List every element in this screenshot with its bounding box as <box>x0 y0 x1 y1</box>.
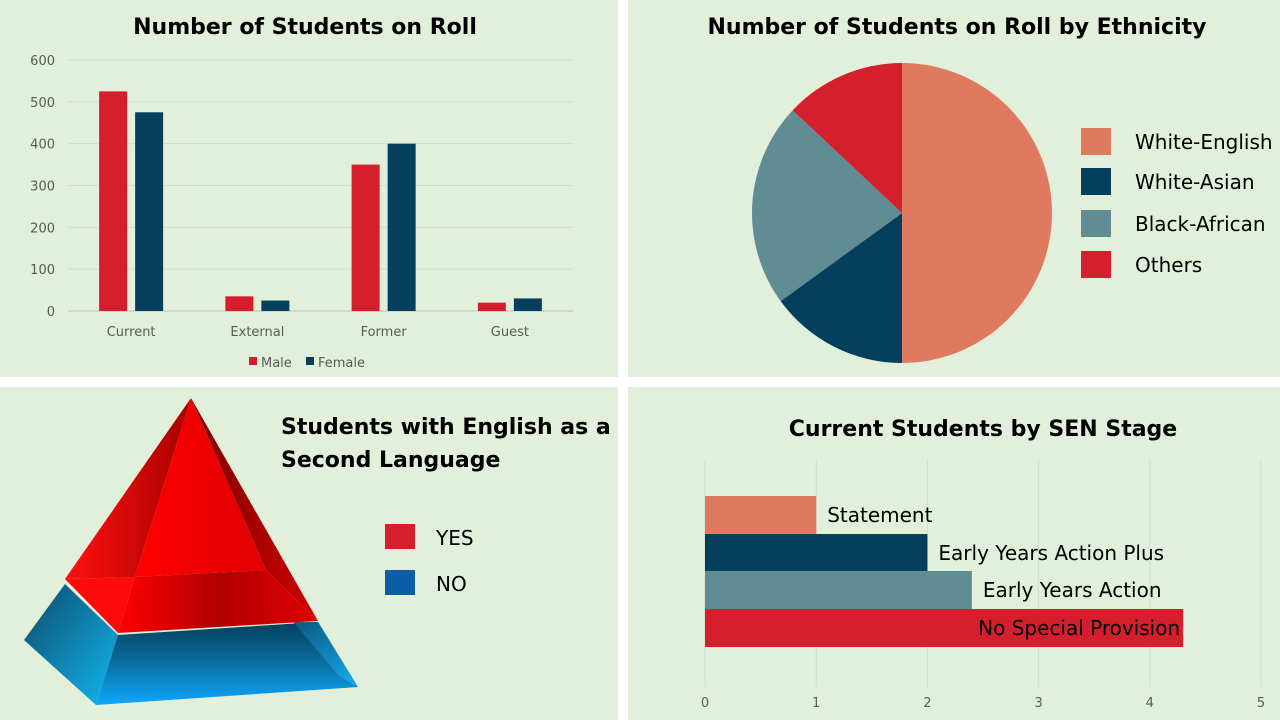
ethnicity-chart-title: Number of Students on Roll by Ethnicity <box>708 15 1207 40</box>
roll-x-tick-label: Former <box>361 325 408 340</box>
roll-bar-female <box>261 300 290 311</box>
sen-x-tick-label: 0 <box>701 696 709 711</box>
pyramid-yes-right-face <box>191 398 318 621</box>
roll-bar-female <box>513 298 542 311</box>
esl-legend-label-yes: YES <box>435 526 474 550</box>
roll-x-tick-label: Guest <box>491 325 529 340</box>
roll-bar-female <box>387 143 416 311</box>
sen-x-tick-label: 4 <box>1146 696 1154 711</box>
esl-legend-swatch-yes <box>385 524 415 549</box>
roll-bar-female <box>135 112 164 312</box>
ethnicity-legend-swatch <box>1081 251 1111 278</box>
sen-bar-chart: Current Students by SEN Stage StatementE… <box>701 417 1265 711</box>
sen-x-tick-label: 3 <box>1034 696 1042 711</box>
sen-bar-label: Early Years Action <box>983 578 1162 602</box>
roll-legend-swatch <box>306 357 314 365</box>
ethnicity-legend-label: White-Asian <box>1135 170 1255 194</box>
pyramid-yes-left-face <box>65 398 191 579</box>
roll-y-tick-label: 500 <box>30 96 55 111</box>
pyramid-no-right-face <box>293 622 358 687</box>
roll-bar-chart: Number of Students on Roll 0 100 200 300 400… <box>30 15 573 371</box>
esl-legend-swatch-no <box>385 570 415 595</box>
pyramid-no-front-face <box>96 622 358 705</box>
roll-legend-label: Male <box>261 356 292 371</box>
roll-bar-male <box>351 164 380 311</box>
roll-legend-swatch <box>249 357 257 365</box>
ethnicity-legend-label: Others <box>1135 253 1202 277</box>
pyramid-no-left-face <box>24 584 118 705</box>
roll-bar-male <box>225 296 254 311</box>
esl-legend-label-no: NO <box>436 572 467 596</box>
esl-chart-panel: Students with English as a Second Langua… <box>0 387 618 720</box>
ethnicity-slice-others <box>792 63 902 213</box>
pyramid-yes-bottom-face <box>118 570 318 633</box>
ethnicity-legend-label: Black-African <box>1135 212 1266 236</box>
roll-chart-panel: Number of Students on Roll 0 100 200 300 400… <box>0 0 618 377</box>
sen-bar <box>705 609 1184 647</box>
ethnicity-legend-swatch <box>1081 128 1111 155</box>
pyramid-yes-front-face <box>135 398 266 577</box>
roll-y-tick-label: 400 <box>30 138 55 153</box>
ethnicity-legend-label: White-English <box>1135 130 1273 154</box>
ethnicity-pie-chart: Number of Students on Roll by Ethnicity … <box>708 15 1273 363</box>
roll-bar-male <box>477 302 506 311</box>
sen-chart-panel: Current Students by SEN Stage Statement E… <box>628 387 1280 720</box>
esl-chart-title-line-1: Students with English as a <box>281 415 611 440</box>
sen-bar <box>705 571 972 609</box>
roll-y-tick-label: 100 <box>30 263 55 278</box>
ethnicity-legend-swatch <box>1081 210 1111 237</box>
sen-x-tick-label: 5 <box>1257 696 1265 711</box>
ethnicity-legend-swatch <box>1081 168 1111 195</box>
sen-bar <box>705 534 928 572</box>
ethnicity-chart-panel: Number of Students on Roll by Ethnicity … <box>628 0 1280 377</box>
ethnicity-slice-black-african <box>752 110 902 302</box>
roll-chart-title: Number of Students on Roll <box>133 15 477 40</box>
sen-bar-label: No Special Provision <box>978 616 1180 640</box>
roll-y-tick-label: 300 <box>30 180 55 195</box>
ethnicity-slice-white-asian <box>780 213 902 363</box>
sen-x-tick-label: 1 <box>812 696 820 711</box>
roll-x-tick-label: External <box>230 325 284 340</box>
roll-legend-label: Female <box>318 356 365 371</box>
sen-chart-title: Current Students by SEN Stage <box>789 417 1177 442</box>
sen-bar <box>705 496 817 534</box>
roll-x-tick-label: Current <box>107 325 156 340</box>
sen-bar-label: Statement <box>827 503 932 527</box>
pyramid-yes-bottom-left-face <box>65 577 135 633</box>
sen-x-tick-label: 2 <box>923 696 931 711</box>
roll-y-tick-label: 600 <box>30 54 55 69</box>
roll-y-tick-label: 0 <box>47 305 55 320</box>
esl-chart-title-line-2: Second Language <box>281 448 500 473</box>
roll-y-tick-label: 200 <box>30 221 55 236</box>
esl-pyramid-chart: Students with English as a Second Langua… <box>24 398 611 705</box>
roll-bar-male <box>99 91 128 311</box>
ethnicity-slice-white-english <box>902 63 1052 363</box>
sen-bar-label: Early Years Action Plus <box>938 541 1164 565</box>
